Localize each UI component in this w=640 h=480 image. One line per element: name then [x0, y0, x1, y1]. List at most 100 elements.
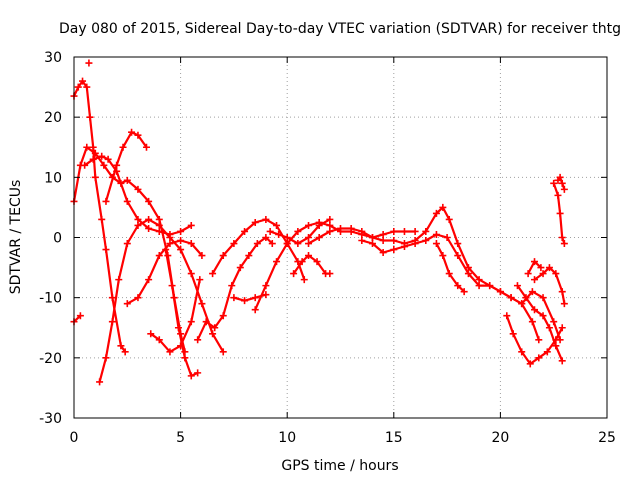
- series-arc-20: [503, 312, 566, 368]
- data-point: [368, 234, 376, 241]
- data-point: [531, 306, 539, 314]
- data-point: [268, 240, 276, 248]
- data-point: [202, 318, 210, 326]
- data-point: [539, 294, 547, 302]
- x-tick-label: 20: [491, 430, 509, 446]
- data-point: [400, 227, 408, 235]
- data-point: [209, 270, 217, 278]
- data-point: [326, 270, 334, 278]
- data-point: [294, 240, 302, 248]
- series-arc-6: [96, 215, 227, 386]
- data-point: [187, 372, 195, 380]
- series-arc-9: [147, 276, 204, 356]
- data-point: [168, 282, 176, 290]
- data-point: [390, 227, 398, 235]
- data-point: [194, 336, 202, 344]
- data-point: [326, 215, 334, 223]
- data-point: [123, 300, 131, 308]
- data-point: [194, 369, 202, 377]
- data-point: [313, 258, 321, 266]
- data-point: [552, 342, 560, 350]
- data-point: [219, 252, 227, 260]
- data-point: [400, 243, 408, 251]
- data-point: [177, 246, 185, 254]
- data-point: [558, 234, 566, 241]
- series-arc-5: [81, 152, 195, 238]
- y-tick-label: 0: [53, 231, 62, 247]
- data-point: [83, 83, 91, 91]
- data-point: [145, 276, 153, 284]
- data-point: [283, 234, 291, 241]
- data-point: [305, 252, 313, 260]
- data-point: [496, 288, 504, 296]
- series-arc-16: [290, 252, 334, 278]
- data-point: [123, 197, 131, 205]
- series-line: [292, 254, 331, 275]
- data-point: [543, 348, 551, 356]
- series-line: [149, 278, 201, 353]
- data-point: [253, 240, 261, 248]
- data-point: [98, 152, 106, 160]
- series-arc-22: [531, 264, 568, 308]
- data-point: [560, 185, 568, 193]
- series-line: [196, 236, 274, 341]
- data-point: [89, 155, 97, 163]
- data-point: [358, 237, 366, 245]
- data-point: [241, 227, 249, 235]
- data-point: [454, 240, 462, 248]
- y-tick-label: 20: [44, 110, 62, 126]
- data-point: [102, 246, 110, 254]
- series-line: [533, 266, 566, 305]
- data-point: [507, 294, 515, 302]
- series-line: [72, 80, 127, 353]
- data-point: [181, 354, 189, 362]
- data-point: [134, 131, 142, 139]
- data-point: [305, 221, 313, 229]
- data-point: [326, 227, 334, 235]
- series-line: [307, 206, 540, 341]
- data-point: [142, 143, 150, 151]
- data-point: [445, 270, 453, 278]
- data-point: [241, 297, 249, 305]
- data-point: [251, 294, 259, 302]
- data-point: [85, 59, 93, 67]
- data-point: [432, 209, 440, 217]
- data-point: [454, 282, 462, 290]
- data-point: [196, 276, 204, 284]
- data-point: [187, 270, 195, 278]
- data-point: [209, 330, 217, 338]
- data-point: [390, 237, 398, 245]
- axis-tick-labels: 0 5 10 15 20 25 -30 -20 -10 0 10 20 30: [39, 50, 616, 446]
- data-point: [145, 224, 153, 232]
- data-point: [290, 270, 298, 278]
- data-point: [251, 306, 259, 314]
- series-arc-25: [524, 258, 545, 278]
- data-point: [337, 224, 344, 232]
- data-point: [550, 318, 558, 326]
- data-point: [76, 312, 84, 320]
- series-arc-19: [432, 240, 468, 296]
- data-point: [358, 227, 366, 235]
- series-line: [98, 218, 225, 383]
- data-point: [102, 354, 110, 362]
- data-point: [187, 240, 195, 248]
- data-point: [556, 209, 564, 217]
- data-point: [266, 227, 274, 235]
- x-tick-label: 25: [598, 430, 616, 446]
- data-point: [411, 227, 419, 235]
- data-point: [121, 348, 129, 356]
- data-point: [439, 203, 447, 211]
- data-point: [113, 161, 121, 169]
- data-point: [560, 240, 568, 248]
- data-point: [554, 191, 562, 199]
- data-point: [155, 221, 163, 229]
- data-point: [134, 294, 142, 302]
- data-point: [486, 282, 494, 290]
- x-axis-title: GPS time / hours: [281, 458, 398, 474]
- y-tick-label: 10: [44, 170, 62, 186]
- data-point: [104, 155, 112, 163]
- data-point: [347, 224, 355, 232]
- y-tick-label: -30: [39, 411, 62, 427]
- y-tick-label: -10: [39, 291, 62, 307]
